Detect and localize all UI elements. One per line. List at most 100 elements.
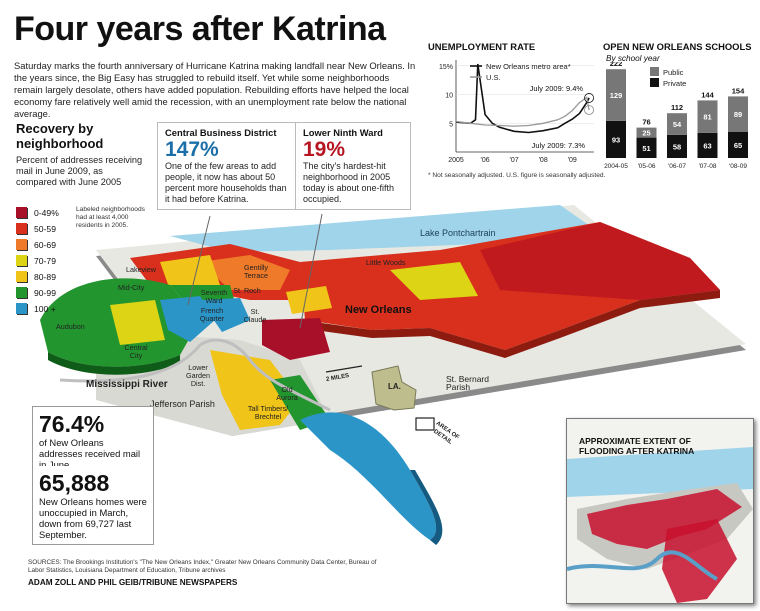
flood-inset xyxy=(566,418,754,604)
public-bar xyxy=(636,127,657,138)
private-value-label: 51 xyxy=(642,144,650,153)
lakeview-label: Lakeview xyxy=(126,265,156,274)
unemp-legend-label: U.S. xyxy=(486,73,501,82)
louisiana-state-icon xyxy=(371,365,417,411)
public-legend-label: Public xyxy=(663,68,684,77)
cbd-blue xyxy=(160,296,215,342)
us-series-line xyxy=(455,96,590,127)
legend-swatch xyxy=(16,239,27,250)
french-quarter-blue xyxy=(200,298,250,332)
new-orleans-east-dark xyxy=(480,222,720,300)
unemp-x-tick: '09 xyxy=(568,157,577,164)
school-year-label: '05-06 xyxy=(638,163,656,170)
private-value-label: 63 xyxy=(703,141,711,150)
flood-map xyxy=(566,419,753,603)
unemp-x-tick: '07 xyxy=(510,157,519,164)
mississippi-river-line xyxy=(59,338,331,412)
new-orleans-east-side xyxy=(300,290,720,358)
public-value-label: 25 xyxy=(642,129,650,138)
mail-stat-value: 76.4% xyxy=(39,411,105,437)
french-quarter-label: French Quarter xyxy=(199,306,225,323)
public-bar xyxy=(728,96,748,132)
legend-label: 0-49% xyxy=(34,207,59,218)
cbd-callout-desc: One of the few areas to add people, it n… xyxy=(165,161,287,204)
st-claude-region xyxy=(286,286,332,314)
total-value-label: 144 xyxy=(701,90,714,99)
total-value-label: 154 xyxy=(732,86,745,95)
sources-note: SOURCES: The Brookings Institution's "Th… xyxy=(28,559,377,574)
little-woods-adjacent xyxy=(390,262,478,300)
unemployment-note: * Not seasonally adjusted. U.S. figure i… xyxy=(428,172,606,179)
mail-stat-box: 76.4% of New Orleans addresses received … xyxy=(32,406,154,475)
legend-swatch xyxy=(16,255,27,266)
us-endpoint-marker xyxy=(584,105,594,115)
public-value-label: 89 xyxy=(734,110,742,119)
lower-ninth-ward xyxy=(262,318,330,360)
schools-subtitle: By school year xyxy=(606,54,660,63)
private-bar xyxy=(636,137,657,158)
legend-swatch xyxy=(16,303,27,314)
flood-title: APPROXIMATE EXTENT OF FLOODING AFTER KAT… xyxy=(579,436,695,456)
intro-paragraph: Saturday marks the fourth anniversary of… xyxy=(14,60,416,119)
legend-label: 80-89 xyxy=(34,271,56,282)
total-value-label: 112 xyxy=(671,103,683,112)
lake-label: Lake Pontchartrain xyxy=(420,228,496,238)
mid-city-region xyxy=(160,255,220,290)
legend-label: 90-99 xyxy=(34,287,56,298)
english-turn-side xyxy=(410,470,443,545)
homes-stat-box: 65,888 New Orleans homes were unoccupied… xyxy=(32,466,154,545)
legend-label: 100 + xyxy=(34,303,56,314)
legend-swatch xyxy=(16,287,27,298)
lower-garden-label: Lower Garden Dist. xyxy=(186,363,210,388)
english-turn-blue xyxy=(300,412,437,540)
private-bar xyxy=(606,120,626,158)
homes-stat-value: 65,888 xyxy=(39,470,110,496)
unemp-y-tick: 10 xyxy=(445,93,453,100)
legend-swatch xyxy=(650,78,659,87)
unemployment-chart: 15% 10 5 2005 '06 '07 '08 '09 New Orleans metro … xyxy=(439,60,594,164)
public-bar xyxy=(667,113,687,135)
central-city-yellow xyxy=(110,300,165,345)
recovery-subtitle: Percent of addresses receiving mail in J… xyxy=(16,155,143,187)
school-year-label: '06-07 xyxy=(668,163,686,170)
flood-extent-south xyxy=(662,519,737,603)
unemp-x-tick: '08 xyxy=(539,157,548,164)
homes-stat-desc: New Orleans homes were unoccupied in Mar… xyxy=(39,496,147,540)
seventh-ward-label: Seventh Ward xyxy=(200,288,228,305)
unemp-x-tick: 2005 xyxy=(448,157,464,164)
legend-swatch xyxy=(650,67,659,76)
mail-stat-desc: of New Orleans addresses received mail i… xyxy=(39,437,141,470)
private-legend-label: Private xyxy=(663,79,686,88)
metro-annotation: July 2009: 9.4% xyxy=(530,84,584,93)
river-label: Mississippi River xyxy=(86,379,168,390)
cbd-pointer xyxy=(187,215,211,306)
legend-row: 60-69 xyxy=(16,237,56,252)
gentilly-region xyxy=(200,255,290,290)
private-bar xyxy=(697,132,718,158)
mid-city-label: Mid-City xyxy=(118,283,145,292)
st-roch-label: St. Roch xyxy=(233,286,261,295)
cbd-callout-value: 147% xyxy=(165,138,219,161)
legend-label: 60-69 xyxy=(34,239,56,250)
gentilly-label: Gentilly Terrace xyxy=(244,263,268,280)
schools-chart: Public Private 93 129 222 2004-05 51 25 76 '05-06… xyxy=(604,62,748,170)
ninth-callout-title: Lower Ninth Ward xyxy=(303,127,383,138)
public-bar xyxy=(697,100,718,133)
unemp-y-tick: 5 xyxy=(449,121,453,128)
unemp-x-tick: '06 xyxy=(480,157,489,164)
school-year-label: '08-09 xyxy=(729,163,747,170)
school-year-label: '07-08 xyxy=(699,163,717,170)
ninth-callout-value: 19% xyxy=(303,138,346,161)
uptown-green-side xyxy=(48,352,180,375)
legend-row: 0-49% xyxy=(16,205,59,220)
tall-timbers-label: Tall Timbers/ Brechtel xyxy=(247,404,289,421)
legend-row: 70-79 xyxy=(16,253,56,268)
jefferson-label: Jefferson Parish xyxy=(150,399,215,409)
public-value-label: 54 xyxy=(673,120,682,129)
little-woods-label: Little Woods xyxy=(366,258,406,267)
us-annotation: July 2009: 7.3% xyxy=(532,141,586,150)
st-claude-label: St. Claude xyxy=(243,307,267,324)
legend-swatch xyxy=(16,223,27,234)
legend-swatch xyxy=(16,207,27,218)
st-bernard-label: St. Bernard Parish xyxy=(446,374,489,392)
